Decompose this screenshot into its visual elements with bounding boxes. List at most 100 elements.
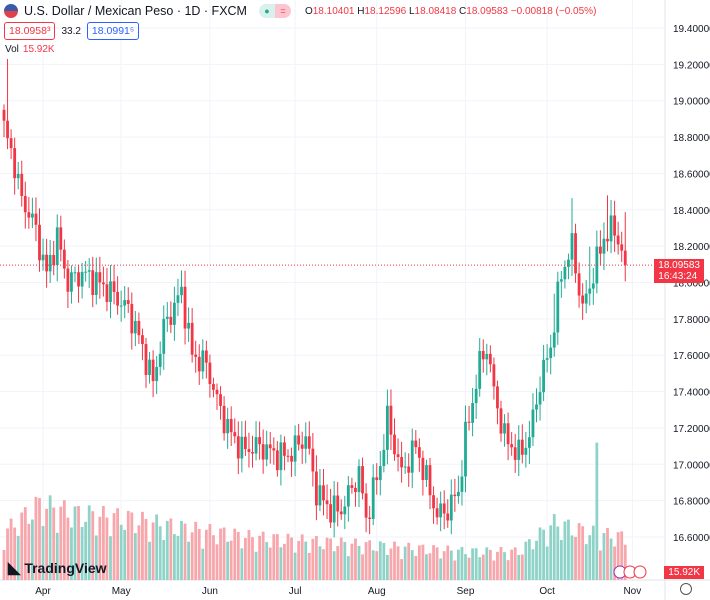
volume-bar: [371, 550, 375, 580]
volume-bar: [361, 554, 364, 580]
candle-body: [425, 465, 428, 480]
candle-body: [290, 455, 293, 462]
candle-body: [403, 466, 407, 468]
candle-body: [368, 517, 372, 519]
ohlc-values: O18.10401 H18.12596 L18.08418 C18.09583 …: [304, 5, 597, 17]
volume-bar: [272, 534, 276, 580]
volume-bar: [318, 546, 322, 580]
volume-bar: [300, 534, 304, 580]
candle-body: [229, 418, 233, 433]
volume-bar: [336, 546, 340, 580]
y-tick-label: 18.80000: [673, 133, 710, 144]
candle-body: [510, 444, 514, 448]
volume-bar: [393, 541, 396, 580]
volume-bar: [91, 511, 95, 580]
candle-body: [375, 477, 379, 481]
volume-bar: [414, 555, 418, 580]
y-tick-label: 17.40000: [673, 388, 710, 399]
market-open-dot-icon: ●: [258, 4, 275, 18]
y-tick-label: 17.80000: [673, 315, 710, 326]
volume-bar: [180, 521, 183, 580]
candle-body: [407, 466, 411, 473]
candle-body: [173, 302, 176, 325]
volume-bar: [357, 545, 361, 580]
candle-body: [339, 511, 343, 515]
candle-body: [31, 213, 34, 218]
volume-bar: [517, 554, 521, 580]
volume-bar: [290, 537, 293, 580]
candle-body: [552, 332, 556, 348]
volume-bar: [275, 534, 279, 580]
candle-body: [329, 504, 332, 523]
symbol-title[interactable]: U.S. Dollar / Mexican Peso · 1D · FXCM: [24, 4, 247, 18]
candle-body: [542, 359, 545, 393]
candle-body: [577, 273, 581, 296]
volume-bar: [59, 506, 63, 580]
volume-bar: [577, 523, 581, 580]
volume-bar: [538, 527, 542, 580]
sell-button[interactable]: 18.0958³: [4, 22, 56, 40]
volume-bar: [208, 524, 212, 580]
volume-bar: [169, 518, 173, 580]
candle-body: [183, 286, 187, 329]
volume-bar: [112, 513, 116, 580]
candle-body: [322, 485, 325, 501]
volume-bar: [31, 519, 34, 580]
tradingview-logo[interactable]: ◣ TradingView: [8, 560, 107, 577]
volume-bar: [524, 541, 528, 580]
volume-bar: [102, 505, 105, 580]
volume-bar: [375, 551, 379, 580]
candle-body: [623, 250, 627, 266]
candle-body: [201, 350, 205, 372]
candle-body: [613, 215, 616, 236]
volume-bar: [503, 552, 506, 580]
volume-bar: [13, 527, 17, 580]
x-tick-label: Aug: [368, 586, 386, 597]
candle-body: [133, 320, 137, 334]
volume-bar: [201, 548, 205, 580]
y-tick-label: 19.00000: [673, 97, 710, 108]
candle-body: [165, 316, 169, 319]
volume-bar: [616, 532, 620, 580]
y-tick-label: 17.20000: [673, 424, 710, 435]
volume-bar: [506, 560, 510, 580]
market-status-pill[interactable]: ● =: [258, 4, 291, 18]
buy-button[interactable]: 18.0991⁵: [86, 22, 140, 40]
candle-body: [158, 353, 162, 367]
volume-bar: [343, 541, 347, 580]
candle-body: [488, 353, 492, 365]
candle-body: [80, 271, 84, 287]
volume-bar: [531, 549, 535, 580]
volume-bar: [27, 523, 31, 580]
candle-body: [485, 353, 489, 360]
volume-bar: [6, 528, 9, 580]
volume-bar: [279, 547, 283, 580]
candle-body: [251, 452, 254, 454]
volume-bar: [293, 552, 297, 580]
volume-bar: [297, 540, 301, 580]
candle-body: [563, 266, 567, 280]
volume-bar: [549, 525, 553, 580]
volume-bar: [226, 541, 230, 580]
settings-gear-icon[interactable]: [680, 583, 692, 595]
volume-bar: [23, 507, 27, 580]
candle-body: [66, 268, 70, 292]
volume-bar: [165, 520, 169, 580]
candle-body: [141, 335, 144, 345]
candle-body: [261, 444, 265, 460]
y-tick-label: 18.40000: [673, 206, 710, 217]
volume-bar: [382, 542, 386, 580]
volume-bar: [94, 535, 98, 580]
candle-body: [155, 366, 159, 382]
candle-body: [506, 423, 510, 445]
candle-body: [432, 495, 435, 509]
candle-body: [247, 449, 251, 453]
y-tick-label: 17.00000: [673, 460, 710, 471]
volume-bar: [378, 541, 382, 580]
candle-body: [94, 272, 98, 295]
candle-body: [226, 418, 230, 434]
volume-bar: [137, 525, 141, 580]
y-tick-label: 18.20000: [673, 242, 710, 253]
candle-body: [535, 404, 538, 410]
